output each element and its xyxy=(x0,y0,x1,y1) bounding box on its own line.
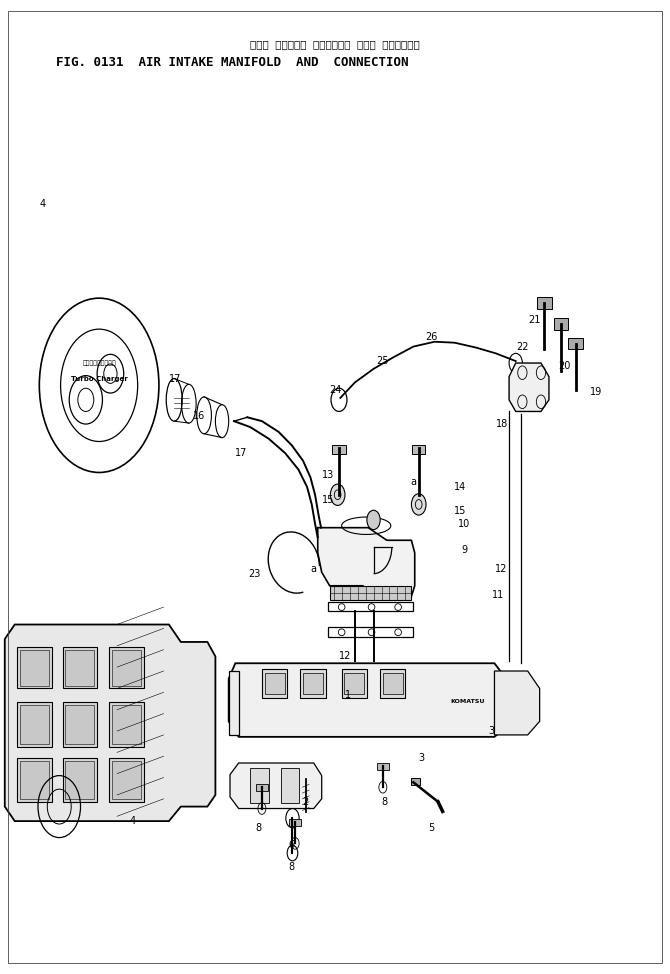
Text: 10: 10 xyxy=(458,519,471,529)
Circle shape xyxy=(330,484,345,506)
Polygon shape xyxy=(65,761,94,799)
Bar xyxy=(412,445,425,454)
Text: 1: 1 xyxy=(345,691,351,700)
Text: 20: 20 xyxy=(558,361,570,371)
Polygon shape xyxy=(318,528,415,598)
Text: 15: 15 xyxy=(454,506,466,516)
Bar xyxy=(568,338,583,350)
Polygon shape xyxy=(380,669,405,698)
Polygon shape xyxy=(62,758,97,802)
Text: 16: 16 xyxy=(193,411,205,422)
Text: ターボチャージャー: ターボチャージャー xyxy=(82,360,116,366)
Text: 5: 5 xyxy=(428,823,434,833)
Text: KOMATSU: KOMATSU xyxy=(451,699,485,704)
Polygon shape xyxy=(112,705,141,743)
Polygon shape xyxy=(344,673,364,694)
Bar xyxy=(553,318,568,330)
Circle shape xyxy=(367,510,380,530)
Polygon shape xyxy=(62,702,97,746)
Polygon shape xyxy=(20,705,50,743)
Polygon shape xyxy=(342,669,367,698)
Circle shape xyxy=(411,494,426,515)
Text: 4: 4 xyxy=(129,816,135,826)
Text: 17: 17 xyxy=(234,448,247,458)
Text: 13: 13 xyxy=(322,470,334,480)
Text: 8: 8 xyxy=(255,823,262,833)
Text: a: a xyxy=(411,477,416,487)
Text: 12: 12 xyxy=(339,652,351,661)
Polygon shape xyxy=(109,758,143,802)
Polygon shape xyxy=(265,673,285,694)
Text: 9: 9 xyxy=(462,544,468,555)
Polygon shape xyxy=(330,585,411,600)
Text: 25: 25 xyxy=(377,356,389,366)
Text: 3: 3 xyxy=(418,753,424,764)
Bar xyxy=(332,445,346,454)
Text: 17: 17 xyxy=(170,374,182,384)
Text: 15: 15 xyxy=(322,495,334,505)
Text: 19: 19 xyxy=(590,387,602,397)
Polygon shape xyxy=(230,763,322,808)
Text: Turbo Charger: Turbo Charger xyxy=(71,376,127,382)
Text: 23: 23 xyxy=(248,569,260,580)
Polygon shape xyxy=(509,363,549,411)
Polygon shape xyxy=(20,650,50,686)
Polygon shape xyxy=(281,768,299,803)
Polygon shape xyxy=(262,669,287,698)
Text: 21: 21 xyxy=(528,316,541,325)
Polygon shape xyxy=(300,669,326,698)
Polygon shape xyxy=(65,650,94,686)
Polygon shape xyxy=(383,673,403,694)
Text: 18: 18 xyxy=(496,419,509,430)
Polygon shape xyxy=(5,624,215,821)
Text: 8: 8 xyxy=(289,862,295,872)
Text: エアー  インテーク  マニホールド  および  コネクション: エアー インテーク マニホールド および コネクション xyxy=(250,39,420,50)
Text: 3: 3 xyxy=(488,726,494,736)
Polygon shape xyxy=(17,758,52,802)
Text: a: a xyxy=(311,564,317,575)
Polygon shape xyxy=(112,650,141,686)
Bar xyxy=(256,784,268,791)
Text: 12: 12 xyxy=(495,564,507,575)
Polygon shape xyxy=(20,761,50,799)
Text: 14: 14 xyxy=(454,482,466,492)
Polygon shape xyxy=(250,768,269,803)
Polygon shape xyxy=(109,702,143,746)
Text: 4: 4 xyxy=(40,200,46,209)
Text: 11: 11 xyxy=(492,590,504,600)
Polygon shape xyxy=(17,702,52,746)
Polygon shape xyxy=(17,647,52,689)
Polygon shape xyxy=(228,671,239,735)
Polygon shape xyxy=(62,647,97,689)
Text: 8: 8 xyxy=(382,797,388,806)
Text: 26: 26 xyxy=(425,332,438,342)
Text: 6: 6 xyxy=(289,841,295,850)
Bar xyxy=(411,777,420,785)
Bar xyxy=(537,297,551,309)
Polygon shape xyxy=(303,673,323,694)
Polygon shape xyxy=(65,705,94,743)
Bar xyxy=(377,763,389,769)
Text: FIG. 0131  AIR INTAKE MANIFOLD  AND  CONNECTION: FIG. 0131 AIR INTAKE MANIFOLD AND CONNEC… xyxy=(56,56,409,69)
Text: 22: 22 xyxy=(516,342,529,352)
Text: 2: 2 xyxy=(302,797,308,806)
Polygon shape xyxy=(109,647,143,689)
Polygon shape xyxy=(494,671,539,735)
Polygon shape xyxy=(112,761,141,799)
Bar xyxy=(289,819,301,826)
Polygon shape xyxy=(228,663,509,737)
Text: 24: 24 xyxy=(329,385,341,395)
